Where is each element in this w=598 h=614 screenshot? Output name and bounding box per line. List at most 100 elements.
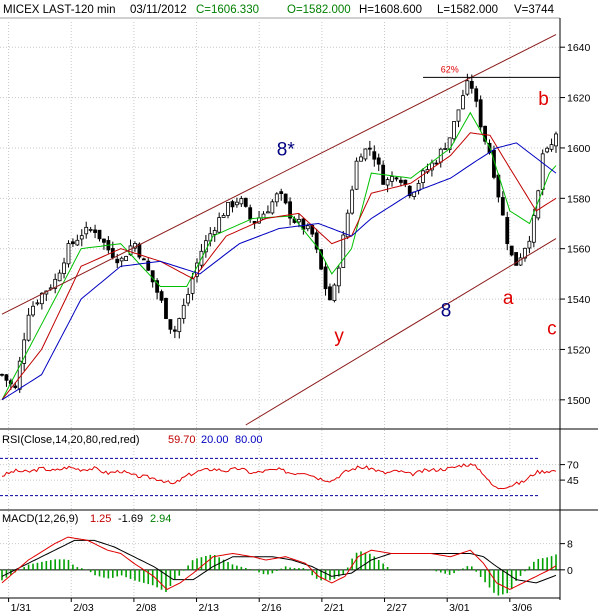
candle-body bbox=[13, 385, 18, 388]
candle-body bbox=[243, 197, 248, 207]
candle-body bbox=[527, 240, 532, 249]
macd-tick-label: 8 bbox=[567, 539, 573, 551]
candle-body bbox=[518, 257, 523, 266]
channel-line bbox=[245, 238, 557, 426]
x-tick-label: 2/16 bbox=[261, 602, 282, 614]
price-panel: 1500 1520 1540 1560 1580 1600 1620 1640 62% b 8* 8… bbox=[0, 22, 591, 598]
rsi-panel: RSI(Close,14,20,80,red,red) 59.70 20.00 … bbox=[0, 434, 579, 497]
price-tick-label: 1600 bbox=[567, 143, 591, 155]
candle-body bbox=[212, 230, 217, 235]
candle-body bbox=[332, 284, 337, 301]
x-tick-label: 2/03 bbox=[73, 602, 94, 614]
header-close: C=1606.330 bbox=[196, 4, 259, 16]
rsi-value: 59.70 bbox=[168, 434, 196, 446]
candle-body bbox=[363, 148, 368, 160]
candle-body bbox=[341, 234, 346, 268]
candle-body bbox=[403, 179, 408, 185]
candle-body bbox=[119, 257, 124, 262]
candle-body bbox=[79, 235, 84, 240]
candle-body bbox=[177, 318, 182, 333]
wave-label: 8 bbox=[441, 301, 452, 322]
rsi-label: RSI(Close,14,20,80,red,red) bbox=[2, 434, 140, 446]
candle-body bbox=[376, 157, 381, 165]
rsi-tick-label: 45 bbox=[567, 475, 579, 487]
candle-body bbox=[505, 217, 510, 244]
candle-body bbox=[314, 232, 319, 250]
candle-body bbox=[88, 228, 93, 231]
wave-label: b bbox=[538, 89, 549, 110]
macd-tick-label: 0 bbox=[567, 565, 573, 577]
x-tick-label: 2/21 bbox=[324, 602, 345, 614]
candle-body bbox=[57, 272, 62, 282]
candle-body bbox=[274, 193, 279, 203]
candle-body bbox=[469, 80, 474, 89]
rsi-line bbox=[1, 463, 557, 490]
moving-averages bbox=[1, 111, 557, 401]
macd-label: MACD(12,26,9) bbox=[2, 513, 78, 525]
macd-line bbox=[1, 536, 557, 591]
candle-body bbox=[66, 243, 71, 265]
candle-body bbox=[84, 226, 89, 235]
candle-body bbox=[115, 258, 120, 264]
candle-body bbox=[279, 191, 284, 195]
candle-body bbox=[155, 280, 160, 293]
macd-signal-value: -1.69 bbox=[118, 513, 143, 525]
candle-body bbox=[270, 201, 275, 214]
candle-body bbox=[181, 304, 186, 319]
price-grid bbox=[0, 22, 560, 598]
x-tick-label: 3/06 bbox=[512, 602, 533, 614]
wave-annotations: 62% b 8* 8 a y c bbox=[277, 64, 557, 347]
candle-body bbox=[483, 125, 487, 142]
wave-label: y bbox=[334, 326, 344, 347]
candle-body bbox=[430, 162, 434, 171]
candle-body bbox=[514, 252, 519, 266]
rsi-band-low: 20.00 bbox=[201, 434, 229, 446]
moving-average-red bbox=[1, 132, 557, 401]
candle-body bbox=[540, 153, 545, 190]
candle-body bbox=[0, 373, 4, 376]
candle-body bbox=[239, 198, 244, 205]
candle-body bbox=[159, 291, 164, 301]
candle-body bbox=[221, 215, 226, 218]
candle-body bbox=[461, 95, 465, 110]
candle-body bbox=[168, 319, 173, 330]
header-open: O=1582.000 bbox=[287, 4, 351, 16]
candle-body bbox=[62, 262, 66, 274]
trend-lines bbox=[1, 34, 560, 426]
x-tick-label: 2/08 bbox=[136, 602, 157, 614]
candle-body bbox=[230, 201, 235, 208]
candle-body bbox=[434, 162, 439, 165]
candle-body bbox=[323, 266, 328, 290]
candle-body bbox=[443, 148, 448, 150]
candle-body bbox=[297, 218, 301, 223]
candle-body bbox=[22, 339, 27, 364]
candle-body bbox=[350, 189, 355, 214]
x-axis: 1/31 2/03 2/08 2/13 2/16 2/21 2/27 3/01 3/06 bbox=[8, 598, 533, 614]
candle-body bbox=[336, 267, 341, 287]
candle-body bbox=[523, 247, 527, 259]
x-tick-label: 2/27 bbox=[387, 602, 408, 614]
rsi-band-high: 80.00 bbox=[235, 434, 263, 446]
candle-body bbox=[345, 212, 350, 238]
candle-body bbox=[261, 213, 266, 220]
candle-body bbox=[137, 243, 142, 258]
candle-body bbox=[248, 207, 253, 220]
x-tick-label: 1/31 bbox=[11, 602, 32, 614]
candle-body bbox=[509, 245, 514, 256]
macd-value: 1.25 bbox=[90, 513, 111, 525]
rsi-grid bbox=[0, 457, 560, 497]
candle-body bbox=[39, 292, 44, 305]
candle-body bbox=[465, 80, 470, 95]
candle-body bbox=[354, 160, 359, 190]
price-tick-label: 1640 bbox=[567, 42, 591, 54]
candle-body bbox=[367, 147, 372, 150]
candle-body bbox=[71, 241, 75, 245]
candle-body bbox=[97, 229, 102, 240]
candle-body bbox=[447, 137, 452, 150]
price-tick-label: 1580 bbox=[567, 193, 591, 205]
rsi-tick-label: 70 bbox=[567, 460, 579, 472]
price-axis: 1500 1520 1540 1560 1580 1600 1620 1640 bbox=[560, 42, 591, 407]
